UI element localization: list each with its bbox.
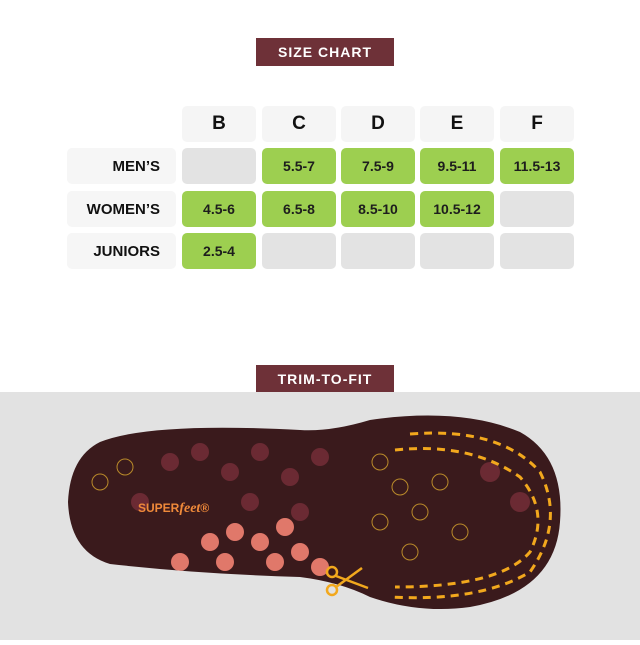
size-cell	[500, 191, 574, 227]
size-cell: 10.5-12	[420, 191, 494, 227]
column-header-f: F	[500, 106, 574, 142]
size-cell: 6.5-8	[262, 191, 336, 227]
column-header-d: D	[341, 106, 415, 142]
size-cell	[262, 233, 336, 269]
size-cell: 2.5-4	[182, 233, 256, 269]
trim-illustration: SUPERfeet®	[0, 392, 640, 640]
insole-pattern	[91, 443, 530, 576]
row-label: MEN’S	[67, 148, 176, 184]
size-cell	[500, 233, 574, 269]
trim-line-outer	[389, 431, 552, 600]
column-header-b: B	[182, 106, 256, 142]
trim-to-fit-title: TRIM-TO-FIT	[256, 365, 394, 393]
size-cell: 11.5-13	[500, 148, 574, 184]
size-cell: 4.5-6	[182, 191, 256, 227]
brand-logo: SUPERfeet®	[138, 501, 209, 516]
scissors-icon	[325, 565, 369, 597]
size-cell	[182, 148, 256, 184]
insole-image: SUPERfeet®	[68, 415, 561, 610]
trim-line	[394, 447, 540, 589]
size-cell: 5.5-7	[262, 148, 336, 184]
size-cell	[420, 233, 494, 269]
row-label: JUNIORS	[67, 233, 176, 269]
size-cell: 8.5-10	[341, 191, 415, 227]
insole-shape	[68, 415, 561, 610]
size-cell: 9.5-11	[420, 148, 494, 184]
size-cell: 7.5-9	[341, 148, 415, 184]
column-header-c: C	[262, 106, 336, 142]
row-label: WOMEN’S	[67, 191, 176, 227]
column-header-e: E	[420, 106, 494, 142]
size-cell	[341, 233, 415, 269]
size-chart-title: SIZE CHART	[256, 38, 394, 66]
